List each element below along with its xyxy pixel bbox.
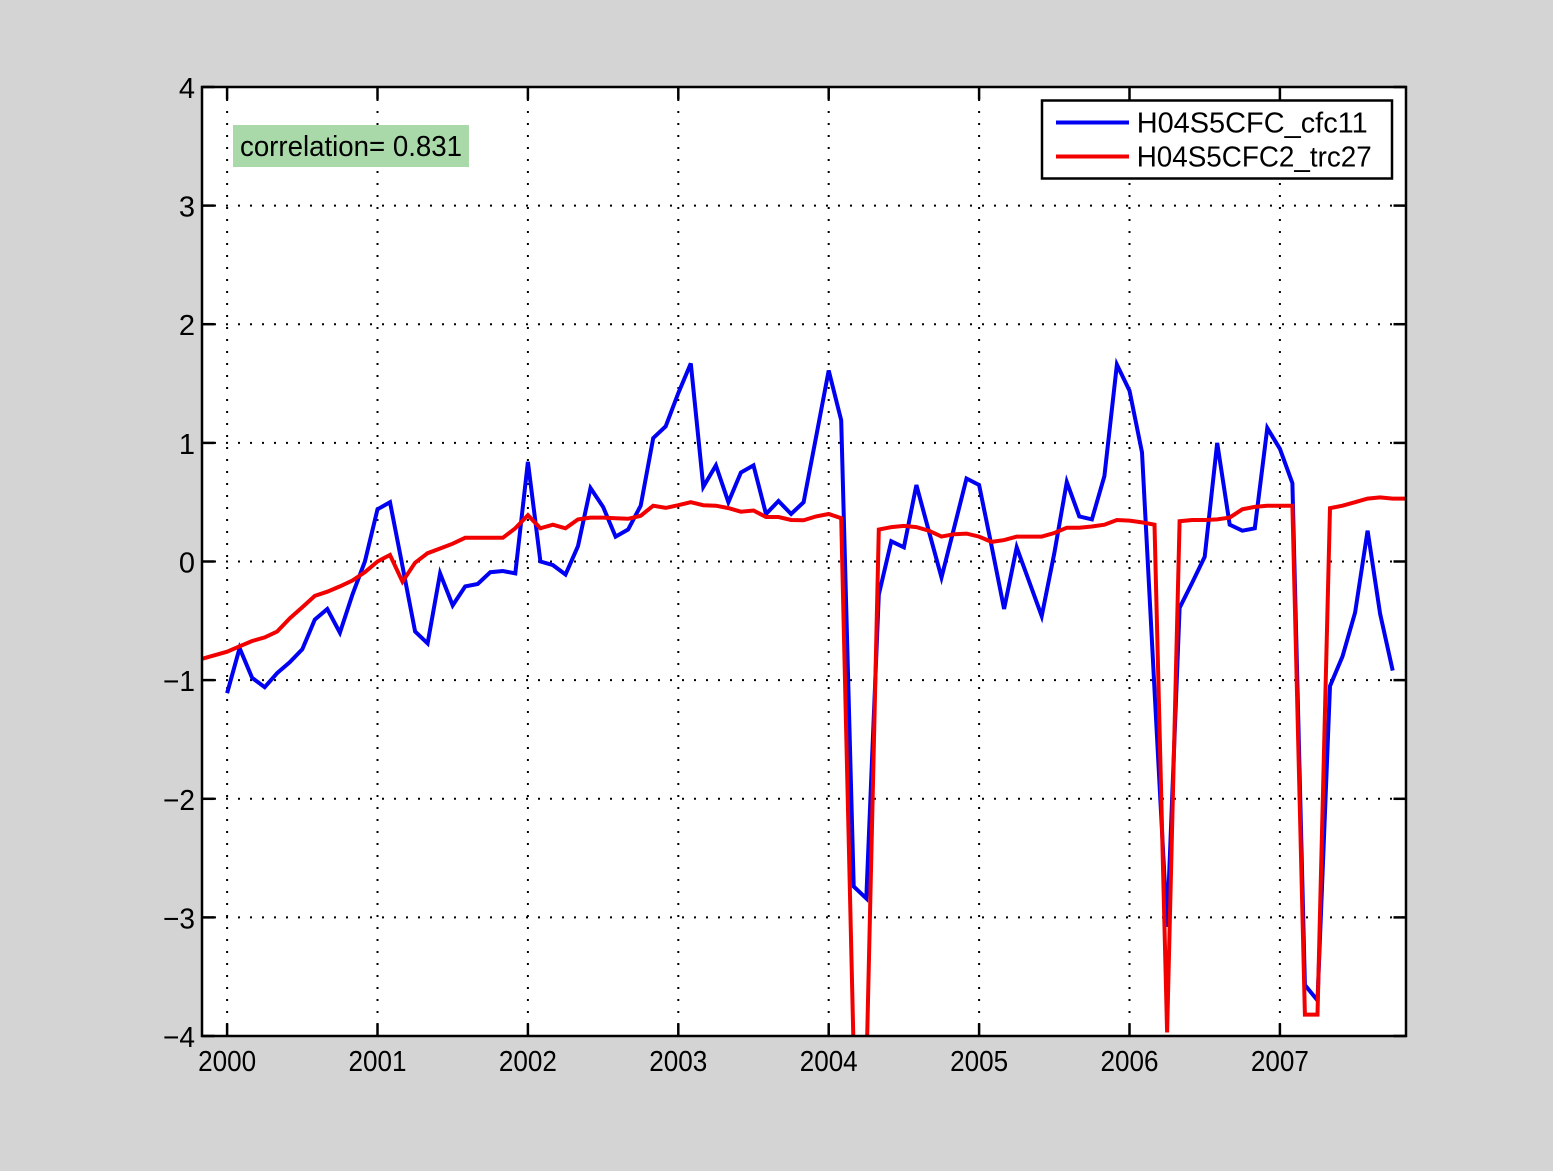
svg-text:2002: 2002 xyxy=(499,1046,557,1078)
svg-text:−2: −2 xyxy=(163,785,195,817)
svg-text:correlation= 0.831: correlation= 0.831 xyxy=(240,131,462,163)
svg-text:2006: 2006 xyxy=(1101,1046,1159,1078)
svg-text:0: 0 xyxy=(179,548,195,580)
svg-text:2004: 2004 xyxy=(800,1046,858,1078)
svg-text:H04S5CFC2_trc27: H04S5CFC2_trc27 xyxy=(1137,142,1372,174)
svg-text:3: 3 xyxy=(179,192,195,224)
svg-text:2000: 2000 xyxy=(198,1046,256,1078)
svg-text:−1: −1 xyxy=(163,666,195,698)
svg-text:2007: 2007 xyxy=(1251,1046,1309,1078)
svg-text:−3: −3 xyxy=(163,903,195,935)
svg-text:1: 1 xyxy=(179,429,195,461)
svg-text:2001: 2001 xyxy=(349,1046,407,1078)
svg-text:4: 4 xyxy=(179,73,195,105)
svg-text:−4: −4 xyxy=(163,1022,195,1054)
svg-text:2005: 2005 xyxy=(950,1046,1008,1078)
svg-text:H04S5CFC_cfc11: H04S5CFC_cfc11 xyxy=(1137,108,1368,140)
svg-text:2: 2 xyxy=(179,310,195,342)
svg-text:2003: 2003 xyxy=(649,1046,707,1078)
